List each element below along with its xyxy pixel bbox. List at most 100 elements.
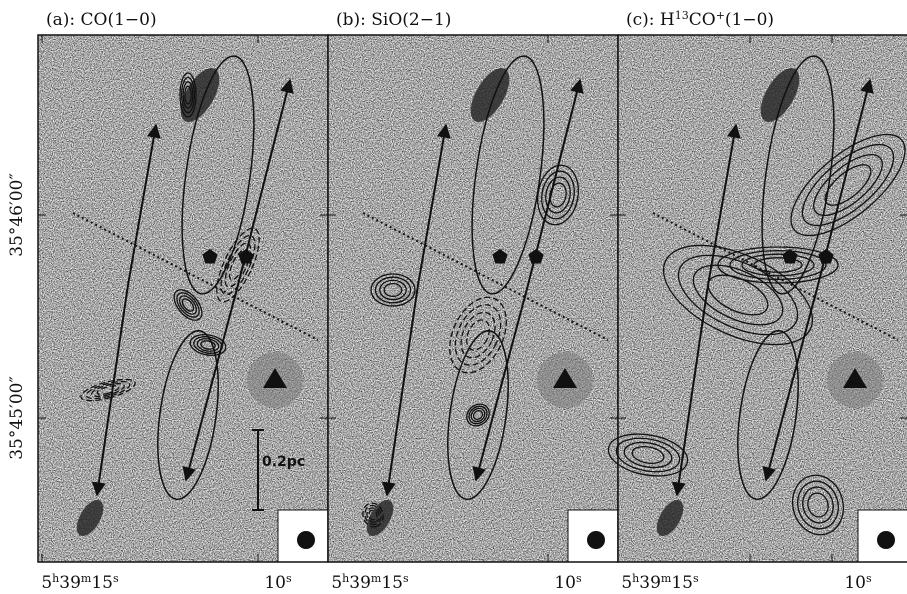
panel: [37, 34, 329, 563]
outflow-arrow: [472, 284, 529, 482]
superscript: s: [576, 572, 582, 585]
beam: [297, 531, 315, 549]
pentagon: [492, 249, 508, 264]
label-part: 5: [331, 573, 342, 593]
label: 5h39m15s: [621, 572, 699, 594]
contour: [193, 336, 223, 354]
label-part: 5: [621, 573, 632, 593]
star-triangle: [843, 368, 867, 388]
superscript: 13: [675, 9, 689, 22]
contour: [216, 227, 260, 303]
dotted-axis: [72, 212, 319, 341]
contour: [366, 507, 380, 523]
pentagon: [202, 249, 218, 264]
contour: [468, 405, 488, 425]
contour: [824, 164, 872, 206]
contour: [741, 253, 815, 277]
outflow-arrow: [817, 78, 874, 286]
superscript: s: [866, 572, 872, 585]
superscript: m: [371, 572, 382, 585]
dotted-axis: [362, 212, 609, 341]
contour: [449, 296, 507, 374]
contour: [797, 480, 839, 530]
contour: [802, 486, 834, 524]
label-part: 10: [264, 573, 286, 593]
outflow-arrow: [707, 123, 741, 286]
label-part: 39: [59, 573, 81, 593]
contour: [362, 502, 384, 528]
star-triangle: [263, 368, 287, 388]
label-part: (1−0): [725, 10, 774, 30]
contour: [536, 164, 580, 226]
contour: [96, 385, 120, 395]
outflow-lobe: [761, 55, 835, 295]
panel: [327, 34, 619, 563]
label-part: (c): H: [626, 10, 675, 30]
beam: [587, 531, 605, 549]
outflow-arrow: [762, 284, 819, 482]
label-part: (a): CO(1−0): [46, 10, 157, 30]
label-part: 10: [554, 573, 576, 593]
contour: [631, 445, 665, 465]
contour: [196, 338, 220, 352]
outflow-arrow: [527, 78, 584, 286]
contour: [181, 298, 195, 312]
contour: [80, 378, 136, 402]
contour: [470, 407, 486, 423]
contour: [615, 437, 681, 473]
outflow-arrow: [381, 284, 419, 497]
contour: [807, 492, 829, 518]
superscript: s: [286, 572, 292, 585]
outflow-lobe: [157, 329, 219, 501]
contour: [466, 319, 490, 351]
dec-label: 35°46′00″: [7, 173, 27, 257]
label-part: 15: [671, 573, 693, 593]
contour: [228, 249, 248, 281]
beam: [877, 531, 895, 549]
contour: [180, 76, 196, 114]
outflow-lobe: [181, 55, 255, 295]
label-part: 15: [381, 573, 403, 593]
label: (b): SiO(2−1): [336, 10, 451, 30]
contour: [200, 340, 216, 350]
label-part: 39: [349, 573, 371, 593]
contour: [549, 182, 567, 208]
superscript: s: [403, 572, 409, 585]
contour: [790, 133, 906, 237]
contour: [383, 282, 403, 298]
label-part: 15: [91, 573, 113, 593]
contour: [460, 311, 496, 359]
outflow-arrow: [417, 123, 451, 286]
panel-frame: [617, 34, 907, 563]
contour: [85, 380, 131, 400]
contour: [370, 273, 416, 307]
dec-label: 35°45′00″: [7, 376, 27, 460]
outflow-arrow: [237, 78, 294, 286]
superscript: s: [113, 572, 119, 585]
contour: [179, 72, 197, 118]
contour: [677, 254, 799, 336]
label-part: CO: [689, 10, 716, 30]
contour: [179, 295, 197, 315]
contour: [791, 474, 845, 536]
contour: [541, 170, 575, 220]
label-part: 10: [844, 573, 866, 593]
contour: [176, 292, 200, 318]
label: 10s: [844, 572, 872, 594]
contour: [454, 304, 502, 366]
label: 5h39m15s: [41, 572, 119, 594]
contour: [466, 403, 490, 427]
contour: [364, 504, 382, 526]
outflow-lobe: [471, 55, 545, 295]
outflow-arrow: [671, 284, 709, 497]
outflow-arrow: [182, 284, 239, 482]
contour: [379, 279, 407, 301]
jet-blob: [76, 499, 104, 537]
contour: [813, 154, 883, 216]
contour: [472, 410, 484, 420]
contour: [692, 264, 784, 326]
jet-blob: [656, 499, 684, 537]
label: 10s: [264, 572, 292, 594]
contour: [607, 433, 689, 477]
